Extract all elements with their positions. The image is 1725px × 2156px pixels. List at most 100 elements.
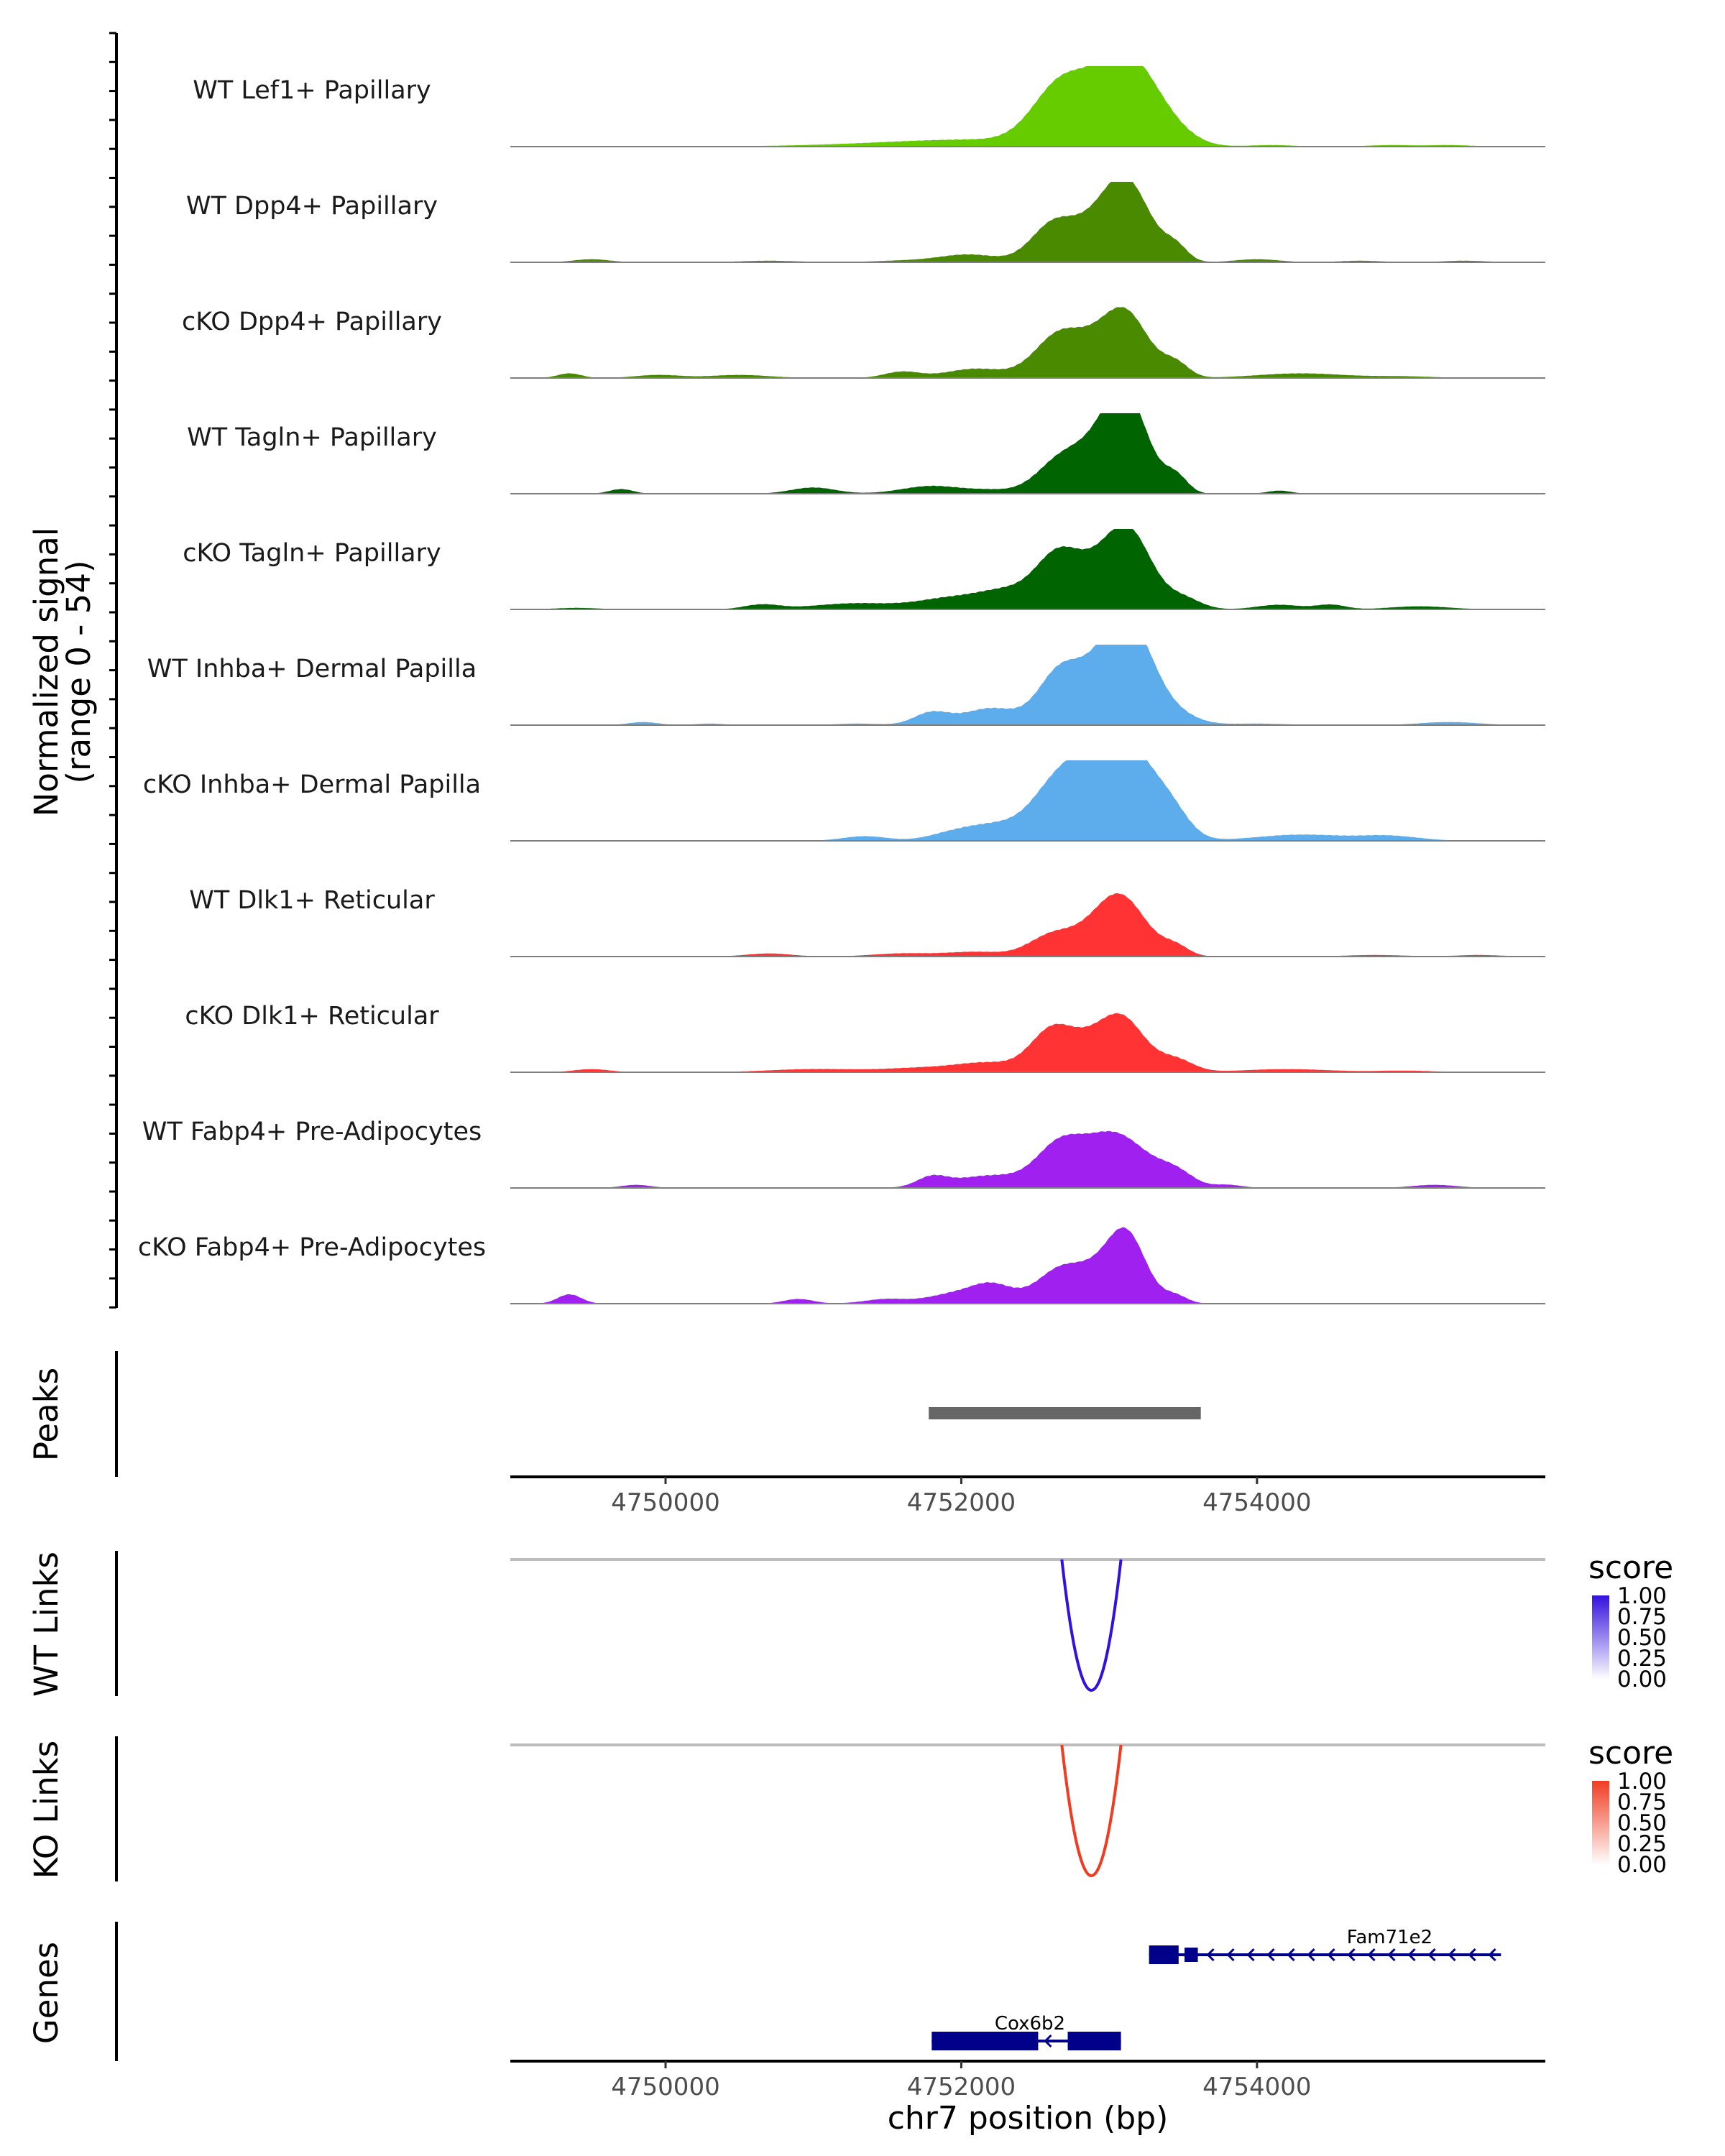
coverage-area (510, 645, 1545, 725)
strand-arrow (1347, 1948, 1356, 1962)
ko-legend-tick: 0.00 (1617, 1852, 1667, 1878)
ko-legend-tick: 0.25 (1617, 1831, 1667, 1857)
x-axis-top: 4750000 4752000 4754000 (510, 1475, 1545, 1517)
coverage-area (510, 182, 1545, 262)
peaks-section: Peaks (27, 1351, 1201, 1477)
track-label: cKO Fabp4+ Pre-Adipocytes (138, 1233, 486, 1262)
coverage-track: WT Inhba+ Dermal Papilla (147, 645, 1545, 726)
wt-links-section: WT Links (27, 1551, 1545, 1697)
coverage-area (510, 760, 1545, 841)
strand-arrow (1468, 1948, 1476, 1962)
x-tick-label: 4752000 (907, 1488, 1016, 1517)
strand-arrow (1448, 1948, 1456, 1962)
coverage-track: WT Dpp4+ Papillary (186, 182, 1545, 263)
track-label: WT Lef1+ Papillary (193, 76, 431, 105)
coverage-track: cKO Dpp4+ Papillary (182, 307, 1545, 379)
signal-y-ticks (109, 32, 116, 1309)
coverage-track: cKO Tagln+ Papillary (183, 529, 1545, 610)
gene-exon (1149, 1945, 1179, 1964)
strand-arrow (1367, 1948, 1376, 1962)
ko-legend-tick: 1.00 (1617, 1769, 1667, 1795)
coverage-track: cKO Fabp4+ Pre-Adipocytes (138, 1227, 1545, 1304)
track-label: cKO Tagln+ Papillary (183, 539, 441, 568)
strand-arrow (1387, 1948, 1396, 1962)
coverage-track: cKO Dlk1+ Reticular (185, 1002, 1545, 1073)
x-tick-label: 4750000 (611, 1488, 719, 1517)
strand-arrow (1206, 1948, 1215, 1962)
genes-track-label: Genes (27, 1942, 65, 2044)
coverage-area (510, 529, 1545, 609)
gene-exon (1067, 2032, 1121, 2050)
x-tick-label: 4752000 (907, 2073, 1016, 2101)
coverage-area (510, 1013, 1545, 1072)
gene-strand-arrows (1044, 2034, 1052, 2048)
track-label: WT Dlk1+ Reticular (189, 886, 435, 915)
strand-arrow (1488, 1948, 1496, 1962)
signal-y-title-line2: (range 0 - 54) (60, 560, 98, 783)
x-axis-bottom: 4750000 4752000 4754000 chr7 position (b… (510, 2060, 1545, 2137)
wt-legend-tick: 0.25 (1617, 1646, 1667, 1672)
ko-legend-title: score (1588, 1735, 1673, 1772)
coverage-area (510, 1227, 1545, 1304)
strand-arrow (1407, 1948, 1416, 1962)
x-axis-title: chr7 position (bp) (888, 2100, 1169, 2137)
coverage-track: cKO Inhba+ Dermal Papilla (143, 760, 1545, 842)
track-label: cKO Dpp4+ Papillary (182, 308, 442, 336)
gene-label: Fam71e2 (1347, 1927, 1432, 1948)
track-label: WT Dpp4+ Papillary (186, 192, 438, 221)
ko-links-legend: score 1.00 0.75 0.50 0.25 0.00 (1588, 1735, 1673, 1878)
gene-strand-arrows (1206, 1948, 1496, 1962)
gene-exon (1184, 1948, 1198, 1962)
strand-arrow (1327, 1948, 1335, 1962)
x-tick-label: 4754000 (1202, 2073, 1311, 2101)
wt-legend-tick: 0.50 (1617, 1625, 1667, 1651)
coverage-area (510, 1130, 1545, 1188)
coverage-track: WT Tagln+ Papillary (187, 413, 1545, 494)
strand-arrow (1044, 2034, 1052, 2048)
coverage-tracks: WT Lef1+ Papillary WT Dpp4+ Papillary cK… (138, 66, 1545, 1304)
coverage-track: WT Lef1+ Papillary (193, 66, 1545, 147)
gene-model: Fam71e2 (1149, 1927, 1501, 1964)
genes-section: Genes Fam71e2 Cox6b2 (27, 1922, 1501, 2061)
coverage-area (510, 307, 1545, 378)
coverage-area (510, 66, 1545, 147)
strand-arrow (1246, 1948, 1255, 1962)
wt-legend-title: score (1588, 1549, 1673, 1586)
signal-y-title-line1: Normalized signal (27, 528, 65, 817)
ko-legend-colorbar (1592, 1781, 1609, 1865)
wt-links-legend: score 1.00 0.75 0.50 0.25 0.00 (1588, 1549, 1673, 1692)
ko-legend-tick: 0.50 (1617, 1810, 1667, 1836)
x-tick-label: 4754000 (1202, 1488, 1311, 1517)
ko-links-section: KO Links (27, 1736, 1545, 1881)
track-label: cKO Dlk1+ Reticular (185, 1002, 439, 1031)
strand-arrow (1427, 1948, 1436, 1962)
track-label: WT Fabp4+ Pre-Adipocytes (142, 1118, 482, 1146)
strand-arrow (1287, 1948, 1295, 1962)
coverage-track: WT Fabp4+ Pre-Adipocytes (142, 1118, 1545, 1189)
track-label: WT Inhba+ Dermal Papilla (147, 655, 477, 683)
coverage-area (510, 413, 1545, 494)
gene-label: Cox6b2 (995, 2013, 1065, 2035)
ko-link-arc (1060, 1744, 1123, 1877)
signal-section: Normalized signal (range 0 - 54) WT Lef1… (27, 32, 1545, 1309)
ko-legend-tick: 0.75 (1617, 1789, 1667, 1815)
track-label: cKO Inhba+ Dermal Papilla (143, 770, 481, 799)
gene-exon (932, 2032, 1039, 2050)
gene-model: Cox6b2 (932, 2013, 1121, 2050)
peaks-track-label: Peaks (27, 1368, 65, 1461)
wt-legend-tick: 0.75 (1617, 1604, 1667, 1630)
ko-links-track-label: KO Links (27, 1741, 65, 1879)
wt-link-arc (1060, 1559, 1123, 1692)
wt-legend-colorbar (1592, 1595, 1609, 1680)
x-tick-label: 4750000 (611, 2073, 719, 2101)
wt-links-track-label: WT Links (27, 1552, 65, 1697)
peak-region (929, 1407, 1201, 1419)
wt-legend-tick: 1.00 (1617, 1583, 1667, 1609)
wt-legend-tick: 0.00 (1617, 1667, 1667, 1692)
coverage-track: WT Dlk1+ Reticular (189, 886, 1545, 957)
strand-arrow (1226, 1948, 1235, 1962)
coverage-area (510, 893, 1545, 957)
strand-arrow (1266, 1948, 1275, 1962)
track-label: WT Tagln+ Papillary (187, 423, 437, 452)
